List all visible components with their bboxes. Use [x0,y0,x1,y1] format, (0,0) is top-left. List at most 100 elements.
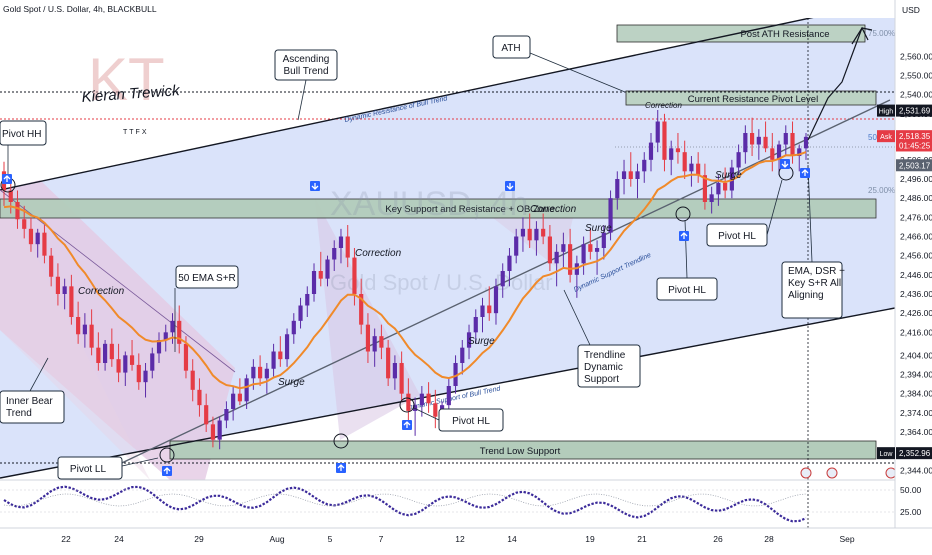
candle[interactable] [8,180,13,214]
candle[interactable] [594,240,600,275]
candle[interactable] [561,232,566,268]
candle[interactable] [433,389,438,429]
candle[interactable] [588,228,593,260]
candle[interactable] [669,140,674,176]
candle[interactable] [696,152,701,183]
candle[interactable] [264,363,269,394]
candle[interactable] [237,378,242,406]
candle[interactable] [28,217,34,252]
candle[interactable] [507,248,512,287]
candles[interactable] [1,110,809,450]
candle[interactable] [224,401,229,429]
candle[interactable] [15,190,20,229]
candle[interactable] [136,353,141,390]
candle[interactable] [493,278,499,325]
candle[interactable] [82,313,87,348]
candle[interactable] [311,263,317,302]
candle[interactable] [702,163,707,210]
candle[interactable] [399,351,404,402]
candle[interactable] [231,386,236,421]
candle[interactable] [466,324,472,360]
candle[interactable] [756,129,761,160]
candle[interactable] [743,125,748,164]
candle[interactable] [217,416,222,450]
candle[interactable] [197,378,202,417]
candle[interactable] [210,416,216,448]
annotations[interactable]: Ascending Bull Trend ATH Pivot HH 50 EMA… [0,35,845,480]
candle[interactable] [76,301,81,344]
candle[interactable] [156,332,162,363]
candle[interactable] [628,152,633,187]
candle[interactable] [298,297,303,329]
candle[interactable] [527,213,532,249]
candle[interactable] [177,305,182,354]
candle[interactable] [446,378,451,413]
candle[interactable] [129,340,135,371]
candle[interactable] [170,313,175,344]
candle[interactable] [487,286,492,321]
event-icons[interactable] [800,467,897,479]
candle[interactable] [406,378,411,425]
candle[interactable] [608,190,613,241]
candle[interactable] [803,133,809,160]
bear-upper-line[interactable] [0,189,236,373]
candle[interactable] [89,309,94,356]
candle[interactable] [42,225,47,264]
candle[interactable] [689,156,694,187]
candle[interactable] [453,355,458,394]
candle[interactable] [655,110,660,153]
candle[interactable] [547,225,552,271]
candle[interactable] [284,328,290,367]
candle[interactable] [500,263,505,298]
candle[interactable] [662,113,667,172]
candle[interactable] [514,228,519,264]
candle[interactable] [621,159,627,195]
candle[interactable] [96,332,101,371]
candle[interactable] [49,248,54,287]
candle[interactable] [305,286,310,317]
candle[interactable] [103,340,108,371]
candle[interactable] [109,328,114,367]
candle[interactable] [783,125,788,156]
candle[interactable] [143,363,148,398]
candle[interactable] [163,324,168,352]
candle[interactable] [55,263,61,306]
candle[interactable] [62,278,67,310]
candle[interactable] [797,144,802,172]
candle[interactable] [554,244,559,287]
candle[interactable] [116,343,121,383]
candle[interactable] [568,228,573,283]
candle[interactable] [460,340,465,375]
candle[interactable] [473,309,478,344]
candle[interactable] [635,163,640,199]
candle[interactable] [345,225,350,268]
candle[interactable] [770,133,775,172]
candle[interactable] [69,274,74,325]
candle[interactable] [392,355,397,390]
candle[interactable] [190,359,195,402]
candle[interactable] [682,140,687,179]
candle[interactable] [379,324,384,360]
candle[interactable] [426,382,431,413]
candle[interactable] [790,121,795,164]
key-support-zone[interactable] [0,198,877,219]
candle[interactable] [601,225,606,260]
candle[interactable] [372,328,377,367]
dynamic-support-trendline[interactable] [89,99,891,479]
candle[interactable] [325,255,330,287]
candle[interactable] [736,144,741,176]
ema-50-line[interactable] [3,151,807,390]
candle[interactable] [581,236,586,275]
candle[interactable] [413,397,418,436]
candle[interactable] [541,213,546,245]
candle[interactable] [365,313,371,363]
candle[interactable] [615,171,620,210]
candle[interactable] [534,221,539,256]
candle[interactable] [318,251,323,287]
candle[interactable] [35,228,40,258]
candle[interactable] [258,355,263,386]
candle[interactable] [648,133,654,172]
candle[interactable] [480,297,485,333]
upper-channel-line[interactable] [0,0,895,191]
candle[interactable] [763,121,768,153]
